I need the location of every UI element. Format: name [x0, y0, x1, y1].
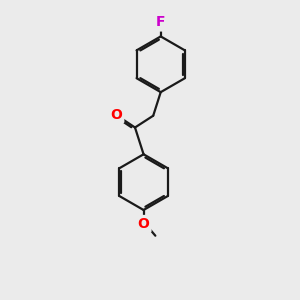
Text: O: O — [138, 217, 149, 231]
Text: O: O — [110, 108, 122, 122]
Text: F: F — [156, 16, 166, 29]
